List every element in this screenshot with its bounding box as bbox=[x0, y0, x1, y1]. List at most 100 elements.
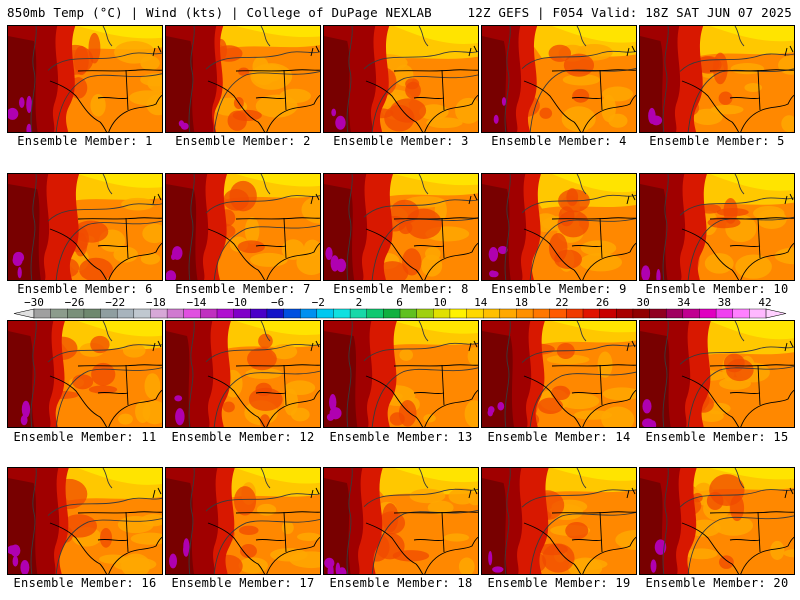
ensemble-member-panel bbox=[639, 173, 795, 281]
colorbar-tick-label: 14 bbox=[474, 296, 488, 309]
colorbar-tick-label: 6 bbox=[396, 296, 403, 309]
colorbar-swatch bbox=[632, 308, 651, 319]
colorbar-swatch bbox=[416, 308, 434, 319]
colorbar-tick-label: −10 bbox=[227, 296, 247, 309]
colorbar-left-arrow bbox=[13, 308, 35, 319]
ensemble-member-panel bbox=[481, 25, 637, 133]
colorbar-swatch bbox=[100, 308, 118, 319]
colorbar-swatch bbox=[665, 308, 684, 319]
ensemble-member-label: Ensemble Member: 9 bbox=[491, 282, 627, 296]
colorbar-swatch bbox=[183, 308, 201, 319]
ensemble-member-panel bbox=[165, 467, 321, 575]
colorbar-swatch bbox=[116, 308, 135, 319]
colorbar-swatch bbox=[83, 308, 102, 319]
ensemble-member-panel bbox=[639, 25, 795, 133]
colorbar-swatch bbox=[599, 308, 617, 319]
colorbar-swatch bbox=[749, 308, 767, 319]
colorbar-tick-label: −6 bbox=[271, 296, 284, 309]
colorbar-tick-label: 22 bbox=[555, 296, 568, 309]
ensemble-member-label: Ensemble Member: 20 bbox=[645, 576, 789, 590]
colorbar-tick-label: −22 bbox=[105, 296, 125, 309]
colorbar-swatch bbox=[715, 308, 734, 319]
colorbar-swatch bbox=[67, 308, 85, 319]
ensemble-member-label: Ensemble Member: 7 bbox=[175, 282, 311, 296]
ensemble-member-label: Ensemble Member: 5 bbox=[649, 134, 785, 148]
colorbar-swatch bbox=[532, 308, 551, 319]
ensemble-member-label: Ensemble Member: 15 bbox=[645, 430, 789, 444]
colorbar-tick-label: 26 bbox=[596, 296, 609, 309]
temperature-map bbox=[640, 321, 794, 427]
temperature-map bbox=[324, 468, 478, 574]
ensemble-member-panel bbox=[7, 320, 163, 428]
colorbar-swatch bbox=[616, 308, 634, 319]
temperature-map bbox=[482, 468, 636, 574]
ensemble-member-panel bbox=[481, 320, 637, 428]
colorbar-swatch bbox=[33, 308, 52, 319]
colorbar-swatch bbox=[316, 308, 334, 319]
ensemble-member-label: Ensemble Member: 18 bbox=[329, 576, 473, 590]
colorbar-swatch bbox=[133, 308, 151, 319]
temperature-map bbox=[324, 321, 478, 427]
ensemble-member-panel bbox=[165, 173, 321, 281]
ensemble-member-panel bbox=[323, 320, 479, 428]
map-title: 850mb Temp (°C) | Wind (kts) | College o… bbox=[7, 5, 432, 20]
colorbar-swatch bbox=[166, 308, 185, 319]
ensemble-member-label: Ensemble Member: 14 bbox=[487, 430, 631, 444]
colorbar-swatch bbox=[283, 308, 301, 319]
colorbar-tick-label: −26 bbox=[65, 296, 85, 309]
colorbar-tick-label: 2 bbox=[356, 296, 363, 309]
colorbar-swatch bbox=[732, 308, 750, 319]
ensemble-member-panel bbox=[7, 173, 163, 281]
ensemble-member-panel bbox=[323, 173, 479, 281]
colorbar-right-arrow bbox=[765, 308, 787, 319]
ensemble-member-panel bbox=[165, 320, 321, 428]
colorbar-swatch bbox=[150, 308, 168, 319]
colorbar-tick-label: −2 bbox=[312, 296, 325, 309]
ensemble-member-panel bbox=[639, 320, 795, 428]
temperature-map bbox=[324, 174, 478, 280]
ensemble-member-label: Ensemble Member: 2 bbox=[175, 134, 311, 148]
colorbar-swatch bbox=[649, 308, 667, 319]
ensemble-member-label: Ensemble Member: 3 bbox=[333, 134, 469, 148]
temperature-map bbox=[324, 26, 478, 132]
ensemble-member-panel bbox=[165, 25, 321, 133]
ensemble-member-label: Ensemble Member: 6 bbox=[17, 282, 153, 296]
temperature-map bbox=[640, 468, 794, 574]
ensemble-member-label: Ensemble Member: 17 bbox=[171, 576, 315, 590]
model-run-info: 12Z GEFS | F054 Valid: 18Z SAT JUN 07 20… bbox=[467, 5, 792, 20]
colorbar-swatch bbox=[200, 308, 218, 319]
temperature-map bbox=[8, 174, 162, 280]
colorbar-swatch bbox=[366, 308, 384, 319]
colorbar-tick-label: 42 bbox=[758, 296, 771, 309]
temperature-map bbox=[482, 321, 636, 427]
colorbar-swatch bbox=[549, 308, 567, 319]
temperature-map bbox=[166, 174, 320, 280]
temperature-map bbox=[640, 174, 794, 280]
temperature-map bbox=[482, 174, 636, 280]
colorbar-swatch bbox=[699, 308, 717, 319]
ensemble-member-label: Ensemble Member: 10 bbox=[645, 282, 789, 296]
colorbar-tick-label: −30 bbox=[24, 296, 44, 309]
ensemble-member-label: Ensemble Member: 16 bbox=[13, 576, 157, 590]
temperature-map bbox=[166, 468, 320, 574]
temperature-colorbar: −30 −26 −22 −18 −14 −10 −6 −2 2 6 10 14 18 22 26 30 34 38… bbox=[13, 296, 787, 319]
ensemble-member-panel bbox=[639, 467, 795, 575]
colorbar-tick-label: 10 bbox=[433, 296, 446, 309]
ensemble-member-panel bbox=[323, 467, 479, 575]
ensemble-member-label: Ensemble Member: 1 bbox=[17, 134, 153, 148]
ensemble-member-label: Ensemble Member: 13 bbox=[329, 430, 473, 444]
temperature-map bbox=[482, 26, 636, 132]
colorbar-tick-label: 38 bbox=[718, 296, 731, 309]
ensemble-member-label: Ensemble Member: 8 bbox=[333, 282, 469, 296]
colorbar-swatch bbox=[582, 308, 601, 319]
colorbar-swatch bbox=[466, 308, 484, 319]
colorbar-swatch bbox=[216, 308, 235, 319]
colorbar-swatch bbox=[566, 308, 584, 319]
ensemble-member-label: Ensemble Member: 11 bbox=[13, 430, 157, 444]
temperature-map bbox=[166, 26, 320, 132]
ensemble-member-panel bbox=[7, 25, 163, 133]
colorbar-swatch bbox=[499, 308, 517, 319]
ensemble-member-panel bbox=[323, 25, 479, 133]
colorbar-tick-label: 30 bbox=[637, 296, 650, 309]
colorbar-tick-label: −18 bbox=[146, 296, 166, 309]
